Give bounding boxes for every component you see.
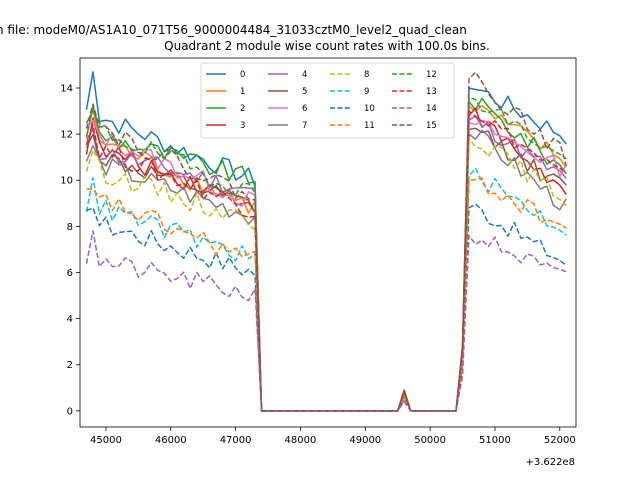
y-tick-label: 2 [67, 360, 73, 371]
legend-label: 15 [426, 121, 437, 131]
series-line-8 [85, 137, 567, 412]
y-tick-label: 6 [67, 268, 73, 279]
x-tick-label: 48000 [285, 435, 317, 446]
series-line-11 [86, 177, 567, 412]
y-tick-label: 8 [67, 222, 73, 233]
y-tick-label: 12 [60, 130, 73, 141]
legend-label: 2 [240, 104, 245, 114]
legend-label: 10 [364, 104, 375, 114]
x-tick-label: 51000 [479, 435, 511, 446]
legend-label: 1 [240, 87, 245, 97]
x-tick-label: 50000 [414, 435, 446, 446]
x-tick-label: 46000 [155, 435, 187, 446]
chart-suptitle: n file: modeM0/AS1A10_071T56_9000004484_… [0, 23, 467, 37]
x-axis: 45000 46000 47000 48000 49000 50000 51000 52000 [90, 427, 576, 446]
legend-label: 14 [426, 104, 437, 114]
x-tick-label: 52000 [544, 435, 576, 446]
legend-label: 11 [364, 121, 375, 131]
legend-label: 12 [426, 70, 437, 80]
legend-label: 6 [302, 104, 307, 114]
legend-label: 13 [426, 87, 437, 97]
legend-label: 7 [302, 121, 307, 131]
legend-label: 8 [364, 70, 369, 80]
legend-label: 4 [302, 70, 307, 80]
series-layer [85, 71, 567, 412]
legend-label: 0 [240, 70, 245, 80]
x-tick-label: 47000 [220, 435, 252, 446]
x-tick-label: 49000 [349, 435, 381, 446]
x-tick-label: 45000 [90, 435, 122, 446]
y-axis: 0 2 4 6 8 10 12 14 [60, 83, 80, 417]
chart-title: Quadrant 2 module wise count rates with … [164, 39, 490, 53]
y-tick-label: 0 [67, 406, 73, 417]
legend-box [200, 62, 455, 139]
x-offset-label: +3.622e8 [525, 457, 575, 468]
legend-label: 3 [240, 121, 245, 131]
legend-label: 9 [364, 87, 369, 97]
legend-label: 5 [302, 87, 307, 97]
y-tick-label: 4 [67, 314, 73, 325]
plot-frame [79, 57, 577, 428]
y-tick-label: 10 [60, 176, 73, 187]
series-line-15 [85, 71, 567, 412]
y-tick-label: 14 [60, 83, 73, 94]
